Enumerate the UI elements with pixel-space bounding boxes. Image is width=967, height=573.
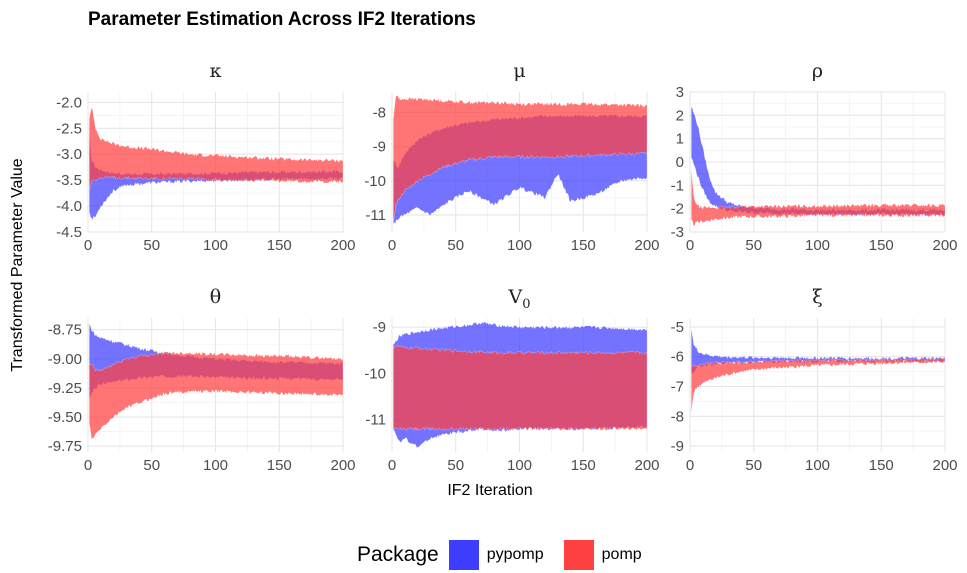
band-pomp <box>691 357 946 414</box>
x-tick-label: 0 <box>388 457 396 474</box>
y-tick-label: -1 <box>671 177 684 194</box>
y-tick-label: -3.5 <box>56 172 82 189</box>
y-tick-label: -2.0 <box>56 94 82 111</box>
y-tick-label: -10 <box>364 173 386 190</box>
band-pypomp <box>691 105 946 217</box>
panel-3: 0 50 100 150 200 -3 -2 -1 0 1 2 3 ρ <box>671 60 958 254</box>
legend-label-pomp: pomp <box>601 546 642 563</box>
x-tick-label: 100 <box>507 457 532 474</box>
y-tick-label: -9 <box>373 139 386 156</box>
y-tick-label: 3 <box>676 84 684 101</box>
panel-title: θ <box>210 286 221 308</box>
x-tick-label: 200 <box>932 237 957 254</box>
x-tick-label: 150 <box>869 457 894 474</box>
band-pomp <box>393 344 648 432</box>
panel-6: 0 50 100 150 200 -9 -8 -7 -6 -5 ξ <box>671 286 958 474</box>
band-pomp <box>89 107 344 190</box>
y-tick-label: 0 <box>676 154 684 171</box>
x-tick-label: 100 <box>507 237 532 254</box>
x-tick-label: 50 <box>745 237 762 254</box>
x-tick-label: 50 <box>143 237 160 254</box>
legend: Package pypomp pomp <box>357 537 662 573</box>
y-tick-label: -2 <box>671 201 684 218</box>
y-tick-label: -2.5 <box>56 120 82 137</box>
panel-title: V0 <box>507 286 530 312</box>
y-tick-label: -8 <box>671 408 684 425</box>
chart-panels: 0 50 100 150 200-4.5-4.0-3.5-3.0-2.5-2.0κ0 50… <box>48 60 958 474</box>
x-tick-label: 150 <box>267 237 292 254</box>
x-tick-label: 0 <box>686 457 694 474</box>
panel-1: 0 50 100 150 200 -4.5 -4.0 -3.5 -3.0 -2.5 -2.0 κ <box>56 60 355 254</box>
y-tick-label: -7 <box>671 378 684 395</box>
x-tick-label: 200 <box>330 457 355 474</box>
panel-title: κ <box>210 60 222 82</box>
x-tick-label: 150 <box>571 457 596 474</box>
y-tick-label: -4.0 <box>56 198 82 215</box>
y-tick-label: -9.00 <box>48 351 82 368</box>
x-tick-label: 200 <box>634 237 659 254</box>
y-tick-label: -5 <box>671 319 684 336</box>
panel-4: 0 50 100 150 200 -9.75 -9.50 -9.25 -9.00 -8.75 θ <box>48 286 356 474</box>
y-tick-label: -11 <box>365 412 386 429</box>
x-tick-label: 100 <box>203 457 228 474</box>
x-tick-label: 100 <box>203 237 228 254</box>
x-tick-label: 150 <box>267 457 292 474</box>
x-tick-label: 0 <box>686 237 694 254</box>
y-tick-label: -10 <box>364 365 386 382</box>
x-tick-label: 100 <box>805 237 830 254</box>
legend-swatch-pypomp <box>448 540 479 570</box>
x-tick-label: 50 <box>447 237 464 254</box>
x-tick-label: 50 <box>143 457 160 474</box>
x-tick-label: 100 <box>805 457 830 474</box>
x-axis-label: IF2 Iteration <box>447 482 533 499</box>
y-tick-label: -9 <box>373 319 386 336</box>
panel-2: 0 50 100 150 200 -11 -10 -9 -8 μ <box>364 60 659 254</box>
panel-title-subscript: 0 <box>522 297 530 312</box>
x-tick-label: 50 <box>447 457 464 474</box>
y-tick-label: -9.75 <box>48 438 82 455</box>
panel-5: 0 50 100 150 200 -11 -10 -9 V0 <box>364 286 659 474</box>
panel-title: μ <box>513 60 525 82</box>
y-tick-label: 2 <box>676 107 684 124</box>
y-tick-label: -6 <box>671 349 684 366</box>
x-tick-label: 200 <box>634 457 659 474</box>
x-tick-label: 200 <box>932 457 957 474</box>
legend-swatch-pomp <box>563 540 594 570</box>
chart-title: Parameter Estimation Across IF2 Iteratio… <box>88 9 476 30</box>
band-pomp <box>691 168 946 227</box>
panel-title: ρ <box>812 60 823 82</box>
panel-title: ξ <box>812 286 822 308</box>
x-tick-label: 0 <box>84 237 92 254</box>
x-tick-label: 150 <box>571 237 596 254</box>
y-tick-label: -8 <box>373 104 386 121</box>
legend-label-pypomp: pypomp <box>486 546 544 563</box>
x-tick-label: 150 <box>869 237 894 254</box>
y-tick-label: -3 <box>671 224 684 241</box>
y-tick-label: -9 <box>671 438 684 455</box>
y-tick-label: -9.50 <box>48 409 82 426</box>
legend-title: Package <box>357 543 439 566</box>
band-pomp <box>393 95 648 223</box>
x-tick-label: 0 <box>84 457 92 474</box>
y-tick-label: -9.25 <box>48 380 82 397</box>
x-tick-label: 0 <box>388 237 396 254</box>
x-tick-label: 50 <box>745 457 762 474</box>
y-tick-label: 1 <box>676 131 684 148</box>
y-tick-label: -8.75 <box>48 322 82 339</box>
x-tick-label: 200 <box>330 237 355 254</box>
y-tick-label: -3.0 <box>56 146 82 163</box>
y-tick-label: -11 <box>365 207 386 224</box>
y-tick-label: -4.5 <box>56 224 82 241</box>
band-pomp <box>89 350 344 441</box>
